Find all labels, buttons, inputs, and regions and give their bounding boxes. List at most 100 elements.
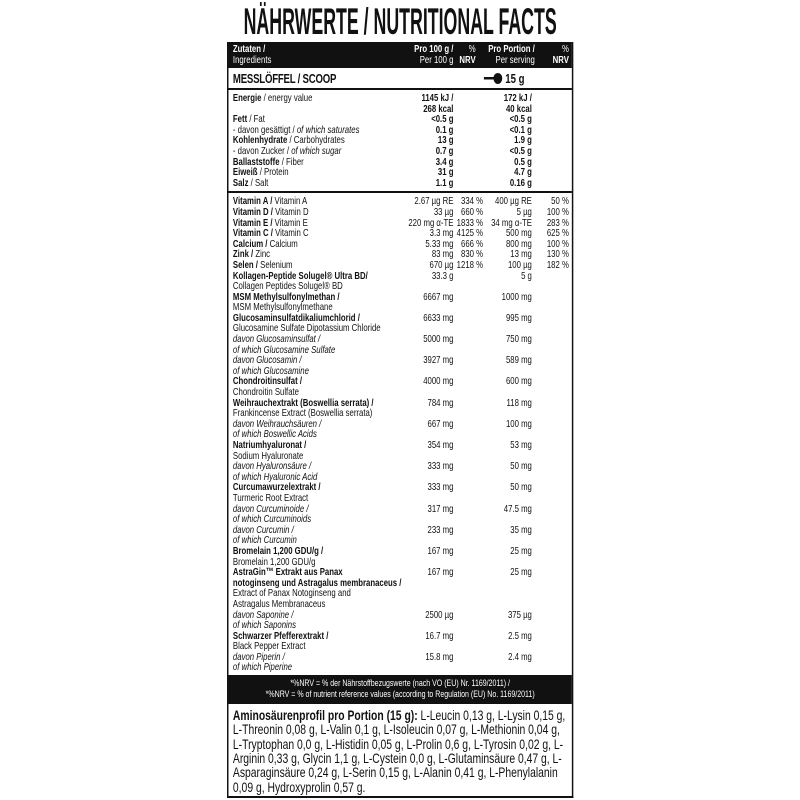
value-per-100g: 33.3 g <box>431 269 454 282</box>
value-per-100g: <0.5 g <box>431 113 454 126</box>
value-per-serving: 2.5 mg <box>508 629 532 642</box>
nrv-per-serving: 100 % <box>546 237 569 250</box>
nrv-per-100g <box>453 114 483 125</box>
value-per-serving: 750 mg <box>505 333 532 346</box>
ingredient-row: of which Glucosamine Sulfate <box>233 345 567 356</box>
ingredient-row: Chondroitinsulfat / 4000 mg 600 mg <box>233 376 567 387</box>
ingredient-label: Bromelain 1,200 GDU/g <box>232 556 316 568</box>
value-per-serving: 4.7 g <box>514 166 532 179</box>
nutrient-label: Vitamin D / Vitamin D <box>233 207 406 218</box>
nutrient-row: Kohlenhydrate / Carbohydrates 13 g 1.9 g <box>233 135 567 146</box>
amino-title: Aminosäurenprofil pro Portion (15 g): <box>232 707 418 724</box>
nutrient-row: 268 kcal 40 kcal <box>233 102 567 115</box>
value-per-100g: 333 mg <box>427 481 454 494</box>
micronutrient-row: Zink / Zinc 83 mg 830 % 13 mg 130 % <box>232 248 569 261</box>
ingredient-row: of which Saponins <box>233 620 567 631</box>
value-per-serving: 400 µg RE <box>494 195 532 208</box>
value-per-100g: 268 kcal <box>423 102 454 115</box>
scoop-label: MESSLÖFFEL / SCOOP <box>232 70 337 86</box>
ingredient-row: Bromelain 1,200 GDU/g / 167 mg 25 mg <box>233 546 567 557</box>
ingredient-label: davon Piperin / <box>232 651 285 663</box>
nutrition-label: Zutaten / Ingredients Pro 100 g / Per 100 … <box>227 42 574 798</box>
ingredient-label: of which Glucosamine Sulfate <box>232 344 336 356</box>
nutrient-name-de: Kohlenhydrate <box>232 135 288 146</box>
value-per-serving: 589 mg <box>505 354 532 367</box>
micronutrient-row: Vitamin D / Vitamin D 33 µg 660 % 5 µg 100 % <box>233 205 569 218</box>
nutrient-name-de: Vitamin E / <box>232 217 273 229</box>
value-per-100g: 3.4 g <box>435 155 454 168</box>
nutrient-name-de: Salz <box>232 177 249 189</box>
value-per-100g: 2.67 µg RE <box>414 195 454 208</box>
title-wrapper: NÄHRWERTE / NUTRITIONAL FACTS <box>0 3 800 40</box>
ingredient-label: Collagen Peptides Solugel® BD <box>232 281 343 292</box>
ingredient-row: Sodium Hyaluronate <box>233 451 567 462</box>
value-per-serving: 1000 mg <box>501 290 532 303</box>
ingredient-row: of which Piperine <box>233 662 567 673</box>
nutrient-name-en: / energy value <box>261 93 313 104</box>
nutrient-name-de: Vitamin C / <box>232 228 273 239</box>
nutrient-name-de: Vitamin A / <box>232 196 273 207</box>
nutrient-name-de: Energie <box>232 93 262 104</box>
ingredient-row: Weihrauchextrakt (Boswellia serrata) / 78… <box>233 398 567 409</box>
nrv-per-100g: 666 % <box>461 237 484 250</box>
value-per-serving: <0.5 g <box>509 144 532 157</box>
value-per-100g: 15.8 mg <box>425 650 454 663</box>
ingredient-label: of which Curcuminoids <box>232 514 312 525</box>
ingredient-row: Kollagen-Peptide Solugel® Ultra BD/33.3 … <box>233 269 567 282</box>
value-per-serving: 40 kcal <box>505 102 532 115</box>
ingredient-label: Curcumawurzelextrakt / <box>232 482 321 493</box>
value-per-serving: 118 mg <box>506 396 532 409</box>
nutrient-name-en: Vitamin E <box>272 217 308 229</box>
value-per-serving: 5 µg <box>516 205 532 218</box>
nutrient-name-de: Calcium / <box>232 238 268 250</box>
ingredient-row: Schwarzer Pfefferextrakt / 16.7 mg 2.5 mg <box>233 631 567 642</box>
ingredient-label: Weihrauchextrakt (Boswellia serrata) / <box>232 397 374 409</box>
scoop-amount: 15 g <box>505 70 525 86</box>
nrv-per-100g <box>453 652 483 663</box>
footnote-en: *%NRV = % of nutrient reference values (… <box>265 689 535 701</box>
ingredient-row: notoginseng und Astragalus membranaceus … <box>233 578 567 589</box>
micronutrient-row: Vitamin C / Vitamin C 3.3 mg 4125 % 500 mg 6… <box>232 228 569 239</box>
ingredient-row: Natriumhyaluronat / 354 mg 53 mg <box>233 440 567 451</box>
nutrient-row: Energie / energy value 1145 kJ / 172 kJ / <box>233 93 567 104</box>
ingredient-row: davon Piperin / 15.8 mg 2.4 mg <box>233 652 567 663</box>
nutrient-label: - davon Zucker / of which sugar <box>233 146 406 157</box>
amino-text: L-Leucin 0,13 g, L-Lysin 0,15 g, L-Threo… <box>232 707 566 795</box>
value-per-serving: 375 µg <box>507 608 532 621</box>
value-per-100g: 5.33 mg <box>425 237 454 250</box>
value-per-100g: 333 mg <box>427 460 454 473</box>
ingredient-label: AstraGin™ Extrakt aus Panax <box>232 567 343 578</box>
nutrient-label: Kohlenhydrate / Carbohydrates <box>233 135 406 146</box>
nrv-per-100g <box>453 334 483 345</box>
nutrient-name-en: / Salt <box>248 177 269 189</box>
micronutrient-section: Vitamin A / Vitamin A 2.67 µg RE 334 % 400 … <box>228 193 571 675</box>
ingredient-label: davon Weihrauchsäuren / <box>232 418 322 430</box>
label-box: Zutaten / Ingredients Pro 100 g / Per 100 … <box>227 42 574 798</box>
header-ingredients-en: Ingredients <box>232 54 272 66</box>
table-header: Zutaten / Ingredients Pro 100 g / Per 100 … <box>228 42 572 68</box>
nrv-per-100g <box>453 398 483 409</box>
value-per-100g: 220 mg α-TE <box>408 216 454 229</box>
ingredient-row: davon Curcuminoide / 317 mg 47.5 mg <box>233 503 567 515</box>
nrv-per-100g: 334 % <box>461 195 484 208</box>
nutrient-name-de: Eiweiß <box>232 167 258 178</box>
header-nrv-pct: % <box>468 43 476 55</box>
value-per-100g: 784 mg <box>427 396 454 409</box>
header-nrv2: NRV <box>552 54 569 66</box>
ingredient-row: davon Glucosaminsulfat / 5000 mg 750 mg <box>233 334 567 345</box>
value-per-100g: 83 mg <box>431 248 454 261</box>
value-per-serving: 100 mg <box>505 417 532 430</box>
ingredient-row: of which Curcumin <box>233 535 567 546</box>
ingredient-label: Black Pepper Extract <box>232 641 306 652</box>
ingredient-label: MSM Methylsulfonylmethane <box>232 302 333 313</box>
nutrient-name-en: / Protein <box>257 167 289 178</box>
energy-section: Energie / energy value 1145 kJ /172 kJ /2… <box>228 90 572 194</box>
nutrient-row: Salz / Salt 1.1 g 0.16 g <box>233 178 567 189</box>
value-per-100g: 6667 mg <box>423 290 454 303</box>
nutrient-name-en: Calcium <box>267 238 298 250</box>
nutrient-name-de: Zink / <box>232 249 254 260</box>
nutrient-label: Ballaststoffe / Fiber <box>233 157 406 168</box>
nutrient-label: Eiweiß / Protein <box>233 167 406 178</box>
value-per-serving: 172 kJ / <box>503 92 532 104</box>
ingredient-row: of which Curcuminoids <box>233 514 567 525</box>
